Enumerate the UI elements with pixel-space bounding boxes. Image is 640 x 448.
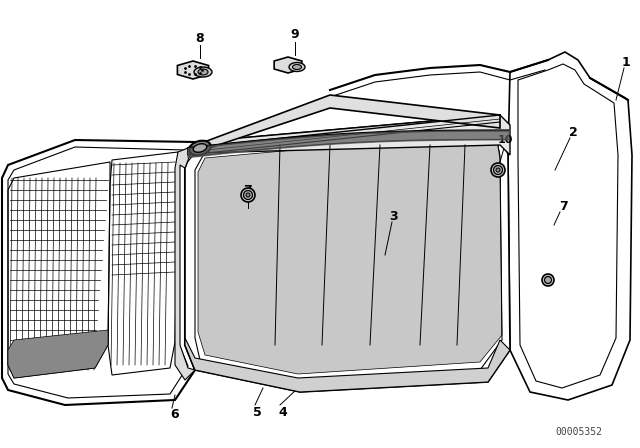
Text: 5: 5 (253, 405, 261, 418)
Text: 3: 3 (388, 210, 397, 223)
Ellipse shape (246, 193, 250, 197)
Polygon shape (177, 61, 209, 79)
Text: 00005352: 00005352 (555, 427, 602, 437)
Polygon shape (2, 140, 195, 405)
Polygon shape (508, 52, 632, 400)
Text: 7: 7 (559, 201, 568, 214)
Ellipse shape (198, 69, 208, 75)
Ellipse shape (241, 188, 255, 202)
Polygon shape (185, 338, 510, 392)
Polygon shape (274, 57, 302, 73)
Text: 9: 9 (291, 29, 300, 42)
Ellipse shape (189, 141, 211, 155)
Text: 7: 7 (244, 184, 252, 197)
Ellipse shape (542, 274, 554, 286)
Polygon shape (198, 132, 502, 374)
Ellipse shape (491, 163, 505, 177)
Polygon shape (175, 142, 195, 380)
Text: 1: 1 (621, 56, 630, 69)
Polygon shape (185, 115, 510, 392)
Polygon shape (185, 142, 195, 165)
Ellipse shape (545, 276, 552, 284)
Ellipse shape (243, 190, 253, 199)
Text: 10: 10 (497, 135, 513, 145)
Text: 4: 4 (278, 405, 287, 418)
Ellipse shape (493, 165, 502, 175)
Ellipse shape (292, 65, 301, 69)
Polygon shape (188, 95, 500, 155)
Ellipse shape (289, 63, 305, 72)
Ellipse shape (496, 168, 500, 172)
Text: 2: 2 (568, 125, 577, 138)
Ellipse shape (193, 144, 207, 152)
Ellipse shape (194, 67, 212, 77)
Text: 6: 6 (171, 409, 179, 422)
Text: 8: 8 (196, 31, 204, 44)
Polygon shape (195, 115, 510, 155)
Polygon shape (8, 330, 108, 378)
